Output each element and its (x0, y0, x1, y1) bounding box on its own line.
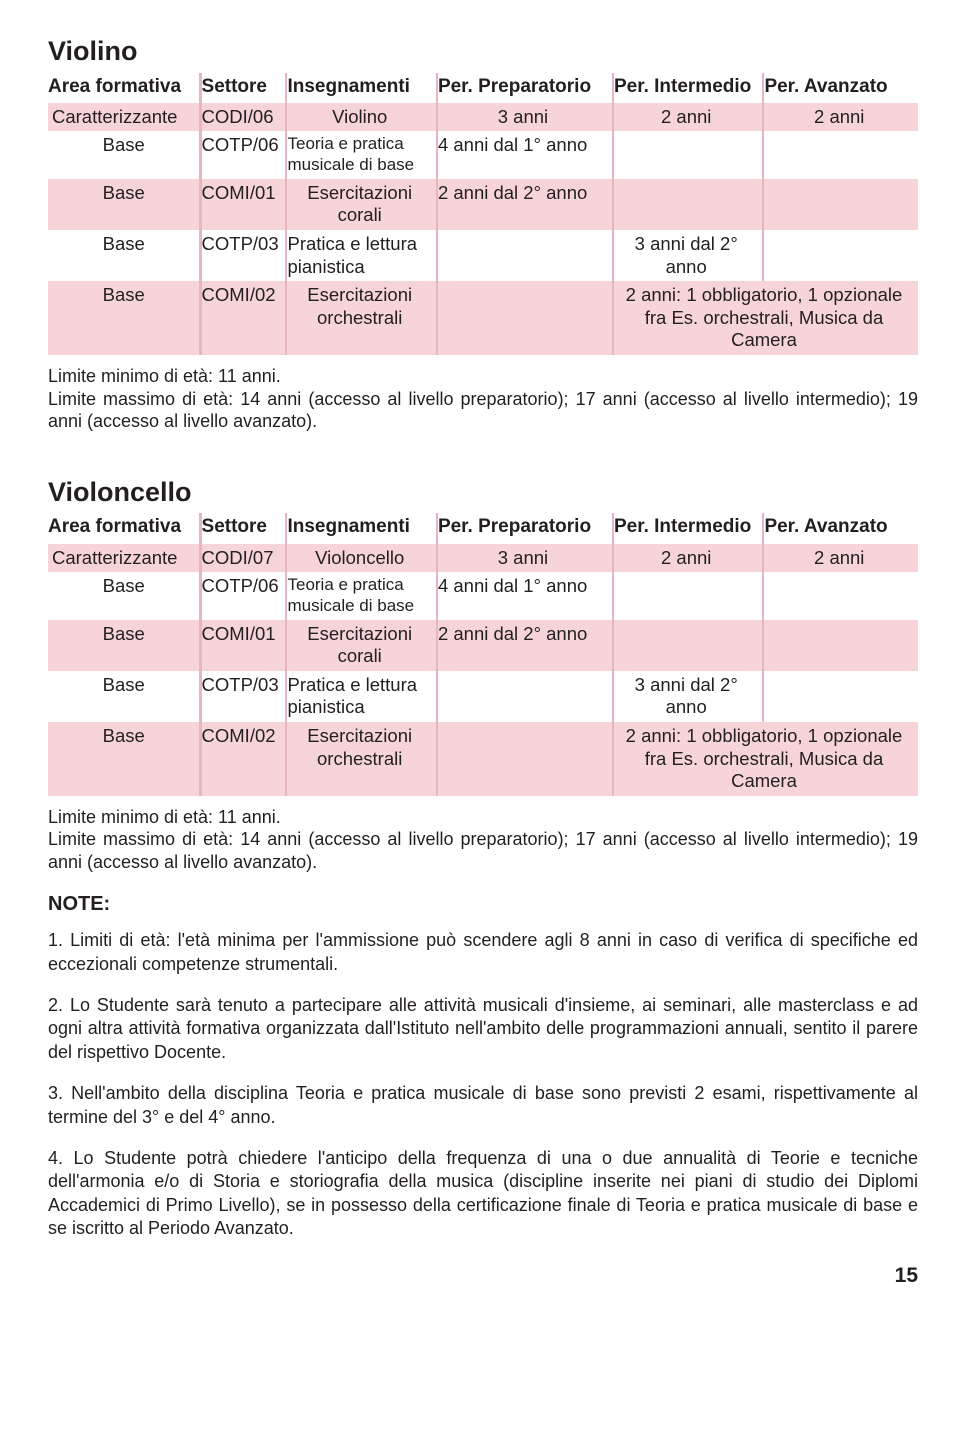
th-inter: Per. Intermedio (614, 513, 762, 543)
cell-avan (764, 620, 918, 671)
cell-prep (438, 230, 612, 281)
cell-inter: 2 anni (614, 103, 762, 132)
notes-heading: NOTE: (48, 892, 918, 918)
table-row: Base COMI/02 Esercitazioni orchestrali 2… (48, 722, 918, 796)
cell-avan: 2 anni: 1 obbligatorio, 1 opzionale fra … (614, 722, 918, 796)
section-title-violoncello: Violoncello (48, 475, 918, 510)
note-paragraph: 4. Lo Studente potrà chiedere l'anticipo… (48, 1147, 918, 1241)
cell-sett: COMI/01 (202, 179, 286, 230)
cell-avan (764, 131, 918, 178)
cell-inter: 3 anni dal 2° anno (614, 671, 762, 722)
cell-sett: CODI/06 (202, 103, 286, 132)
table-header-row: Area formativa Settore Insegnamenti Per.… (48, 73, 918, 103)
th-inter: Per. Intermedio (614, 73, 762, 103)
cell-avan: 2 anni: 1 obbligatorio, 1 opzionale fra … (614, 281, 918, 355)
cell-avan: 2 anni (764, 103, 918, 132)
cell-area: Base (48, 671, 199, 722)
note-paragraph: 3. Nell'ambito della disciplina Teoria e… (48, 1082, 918, 1129)
cell-sett: COMI/02 (202, 722, 286, 796)
cell-inter (614, 131, 762, 178)
table-row: Caratterizzante CODI/06 Violino 3 anni 2… (48, 103, 918, 132)
table-row: Base COTP/03 Pratica e lettura pianistic… (48, 671, 918, 722)
cell-prep: 3 anni (438, 544, 612, 573)
cell-inseg: Pratica e lettura pianistica (287, 671, 435, 722)
cell-prep: 2 anni dal 2° anno (438, 179, 612, 230)
table-header-row: Area formativa Settore Insegnamenti Per.… (48, 513, 918, 543)
page-number: 15 (48, 1263, 918, 1290)
th-avan: Per. Avanzato (764, 513, 918, 543)
cell-avan (764, 572, 918, 619)
th-inseg: Insegnamenti (287, 513, 435, 543)
cell-inseg: Teoria e pratica musicale di base (287, 131, 435, 178)
cell-area: Base (48, 230, 199, 281)
cell-area: Base (48, 179, 199, 230)
cell-area: Base (48, 572, 199, 619)
cell-prep: 4 anni dal 1° anno (438, 572, 612, 619)
table-row: Base COMI/01 Esercitazioni corali 2 anni… (48, 179, 918, 230)
cell-sett: COTP/03 (202, 230, 286, 281)
th-prep: Per. Preparatorio (438, 513, 612, 543)
th-area: Area formativa (48, 73, 199, 103)
table-violino: Area formativa Settore Insegnamenti Per.… (48, 73, 918, 355)
cell-inseg: Esercitazioni corali (287, 179, 435, 230)
table-row: Base COTP/03 Pratica e lettura pianistic… (48, 230, 918, 281)
note-line: Limite minimo di età: 11 anni. (48, 365, 918, 388)
cell-inter: 2 anni (614, 544, 762, 573)
cell-inseg: Esercitazioni orchestrali (287, 281, 435, 355)
note-line: Limite minimo di età: 11 anni. (48, 806, 918, 829)
note-paragraph: 2. Lo Studente sarà tenuto a partecipare… (48, 994, 918, 1064)
cell-prep: 4 anni dal 1° anno (438, 131, 612, 178)
cell-avan (764, 230, 918, 281)
cell-area: Base (48, 131, 199, 178)
th-area: Area formativa (48, 513, 199, 543)
cell-inseg: Esercitazioni corali (287, 620, 435, 671)
cell-prep (438, 722, 612, 796)
cell-avan: 2 anni (764, 544, 918, 573)
cell-sett: COTP/06 (202, 572, 286, 619)
table-row: Base COTP/06 Teoria e pratica musicale d… (48, 131, 918, 178)
cell-prep (438, 281, 612, 355)
cell-inter (614, 572, 762, 619)
th-avan: Per. Avanzato (764, 73, 918, 103)
cell-area: Base (48, 281, 199, 355)
cell-sett: COTP/06 (202, 131, 286, 178)
cell-area: Caratterizzante (48, 103, 199, 132)
table-row: Caratterizzante CODI/07 Violoncello 3 an… (48, 544, 918, 573)
th-settore: Settore (202, 73, 286, 103)
table-row: Base COTP/06 Teoria e pratica musicale d… (48, 572, 918, 619)
violoncello-notes: Limite minimo di età: 11 anni. Limite ma… (48, 806, 918, 874)
cell-inseg: Pratica e lettura pianistica (287, 230, 435, 281)
th-settore: Settore (202, 513, 286, 543)
cell-inter: 3 anni dal 2° anno (614, 230, 762, 281)
cell-prep (438, 671, 612, 722)
cell-prep: 3 anni (438, 103, 612, 132)
section-title-violino: Violino (48, 34, 918, 69)
cell-avan (764, 671, 918, 722)
table-violoncello: Area formativa Settore Insegnamenti Per.… (48, 513, 918, 795)
cell-inter (614, 620, 762, 671)
cell-prep: 2 anni dal 2° anno (438, 620, 612, 671)
cell-inseg: Violino (287, 103, 435, 132)
note-paragraph: 1. Limiti di età: l'età minima per l'amm… (48, 929, 918, 976)
cell-sett: COTP/03 (202, 671, 286, 722)
cell-inseg: Teoria e pratica musicale di base (287, 572, 435, 619)
cell-inseg: Violoncello (287, 544, 435, 573)
table-row: Base COMI/02 Esercitazioni orchestrali 2… (48, 281, 918, 355)
cell-area: Base (48, 722, 199, 796)
note-line: Limite massimo di età: 14 anni (accesso … (48, 828, 918, 873)
th-inseg: Insegnamenti (287, 73, 435, 103)
cell-area: Caratterizzante (48, 544, 199, 573)
note-line: Limite massimo di età: 14 anni (accesso … (48, 388, 918, 433)
th-prep: Per. Preparatorio (438, 73, 612, 103)
violino-notes: Limite minimo di età: 11 anni. Limite ma… (48, 365, 918, 433)
table-row: Base COMI/01 Esercitazioni corali 2 anni… (48, 620, 918, 671)
cell-inter (614, 179, 762, 230)
cell-avan (764, 179, 918, 230)
cell-inseg: Esercitazioni orchestrali (287, 722, 435, 796)
cell-area: Base (48, 620, 199, 671)
cell-sett: COMI/01 (202, 620, 286, 671)
cell-sett: CODI/07 (202, 544, 286, 573)
cell-sett: COMI/02 (202, 281, 286, 355)
